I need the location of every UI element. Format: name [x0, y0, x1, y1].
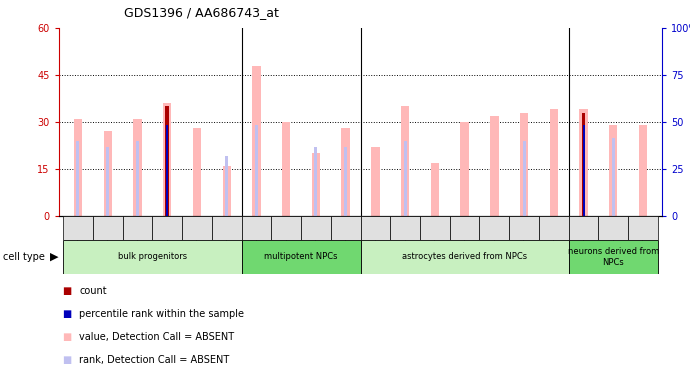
Bar — [74, 119, 82, 216]
Bar — [315, 147, 317, 216]
Bar — [480, 216, 509, 240]
Text: percentile rank within the sample: percentile rank within the sample — [79, 309, 244, 319]
Bar — [182, 216, 212, 240]
Text: count: count — [79, 286, 107, 296]
Bar — [301, 216, 331, 240]
Bar — [331, 216, 361, 240]
Bar — [582, 134, 585, 216]
Bar — [253, 66, 261, 216]
Bar — [420, 216, 450, 240]
Bar — [609, 125, 618, 216]
Text: ■: ■ — [62, 356, 71, 365]
Text: multipotent NPCs: multipotent NPCs — [264, 252, 338, 261]
Bar — [312, 153, 320, 216]
Bar — [193, 128, 201, 216]
Bar — [152, 216, 182, 240]
Bar — [639, 125, 647, 216]
Bar — [344, 147, 347, 216]
Bar — [404, 141, 406, 216]
Bar — [539, 216, 569, 240]
Bar — [580, 110, 588, 216]
Bar — [63, 240, 242, 274]
Bar — [223, 166, 231, 216]
Bar — [569, 240, 658, 274]
Text: rank, Detection Call = ABSENT: rank, Detection Call = ABSENT — [79, 356, 230, 365]
Bar — [582, 125, 584, 216]
Bar — [450, 216, 480, 240]
Bar — [166, 106, 169, 216]
Text: ■: ■ — [62, 332, 71, 342]
Text: value, Detection Call = ABSENT: value, Detection Call = ABSENT — [79, 332, 235, 342]
Bar — [460, 122, 469, 216]
Bar — [391, 216, 420, 240]
Text: cell type: cell type — [3, 252, 46, 262]
Bar — [225, 156, 228, 216]
Bar — [371, 147, 380, 216]
Bar — [123, 216, 152, 240]
Bar — [166, 125, 168, 216]
Bar — [628, 216, 658, 240]
Bar — [77, 141, 79, 216]
Bar — [550, 110, 558, 216]
Bar — [520, 112, 529, 216]
Bar — [598, 216, 628, 240]
Bar — [255, 125, 258, 216]
Text: ■: ■ — [62, 309, 71, 319]
Bar — [361, 216, 391, 240]
Bar — [490, 116, 498, 216]
Bar — [509, 216, 539, 240]
Bar — [271, 216, 301, 240]
Bar — [166, 125, 168, 216]
Text: ▶: ▶ — [50, 252, 59, 262]
Bar — [612, 138, 615, 216]
Bar — [522, 141, 526, 216]
Text: neurons derived from
NPCs: neurons derived from NPCs — [568, 247, 659, 267]
Bar — [582, 112, 585, 216]
Bar — [93, 216, 123, 240]
Bar — [431, 162, 439, 216]
Bar — [241, 240, 361, 274]
Text: astrocytes derived from NPCs: astrocytes derived from NPCs — [402, 252, 527, 261]
Bar — [133, 119, 141, 216]
Bar — [342, 128, 350, 216]
Text: bulk progenitors: bulk progenitors — [118, 252, 187, 261]
Bar — [361, 240, 569, 274]
Bar — [163, 103, 171, 216]
Text: GDS1396 / AA686743_at: GDS1396 / AA686743_at — [124, 6, 279, 19]
Bar — [106, 147, 109, 216]
Bar — [282, 122, 290, 216]
Bar — [104, 131, 112, 216]
Bar — [136, 141, 139, 216]
Bar — [63, 216, 93, 240]
Bar — [241, 216, 271, 240]
Bar — [569, 216, 598, 240]
Bar — [401, 106, 409, 216]
Text: ■: ■ — [62, 286, 71, 296]
Bar — [212, 216, 241, 240]
